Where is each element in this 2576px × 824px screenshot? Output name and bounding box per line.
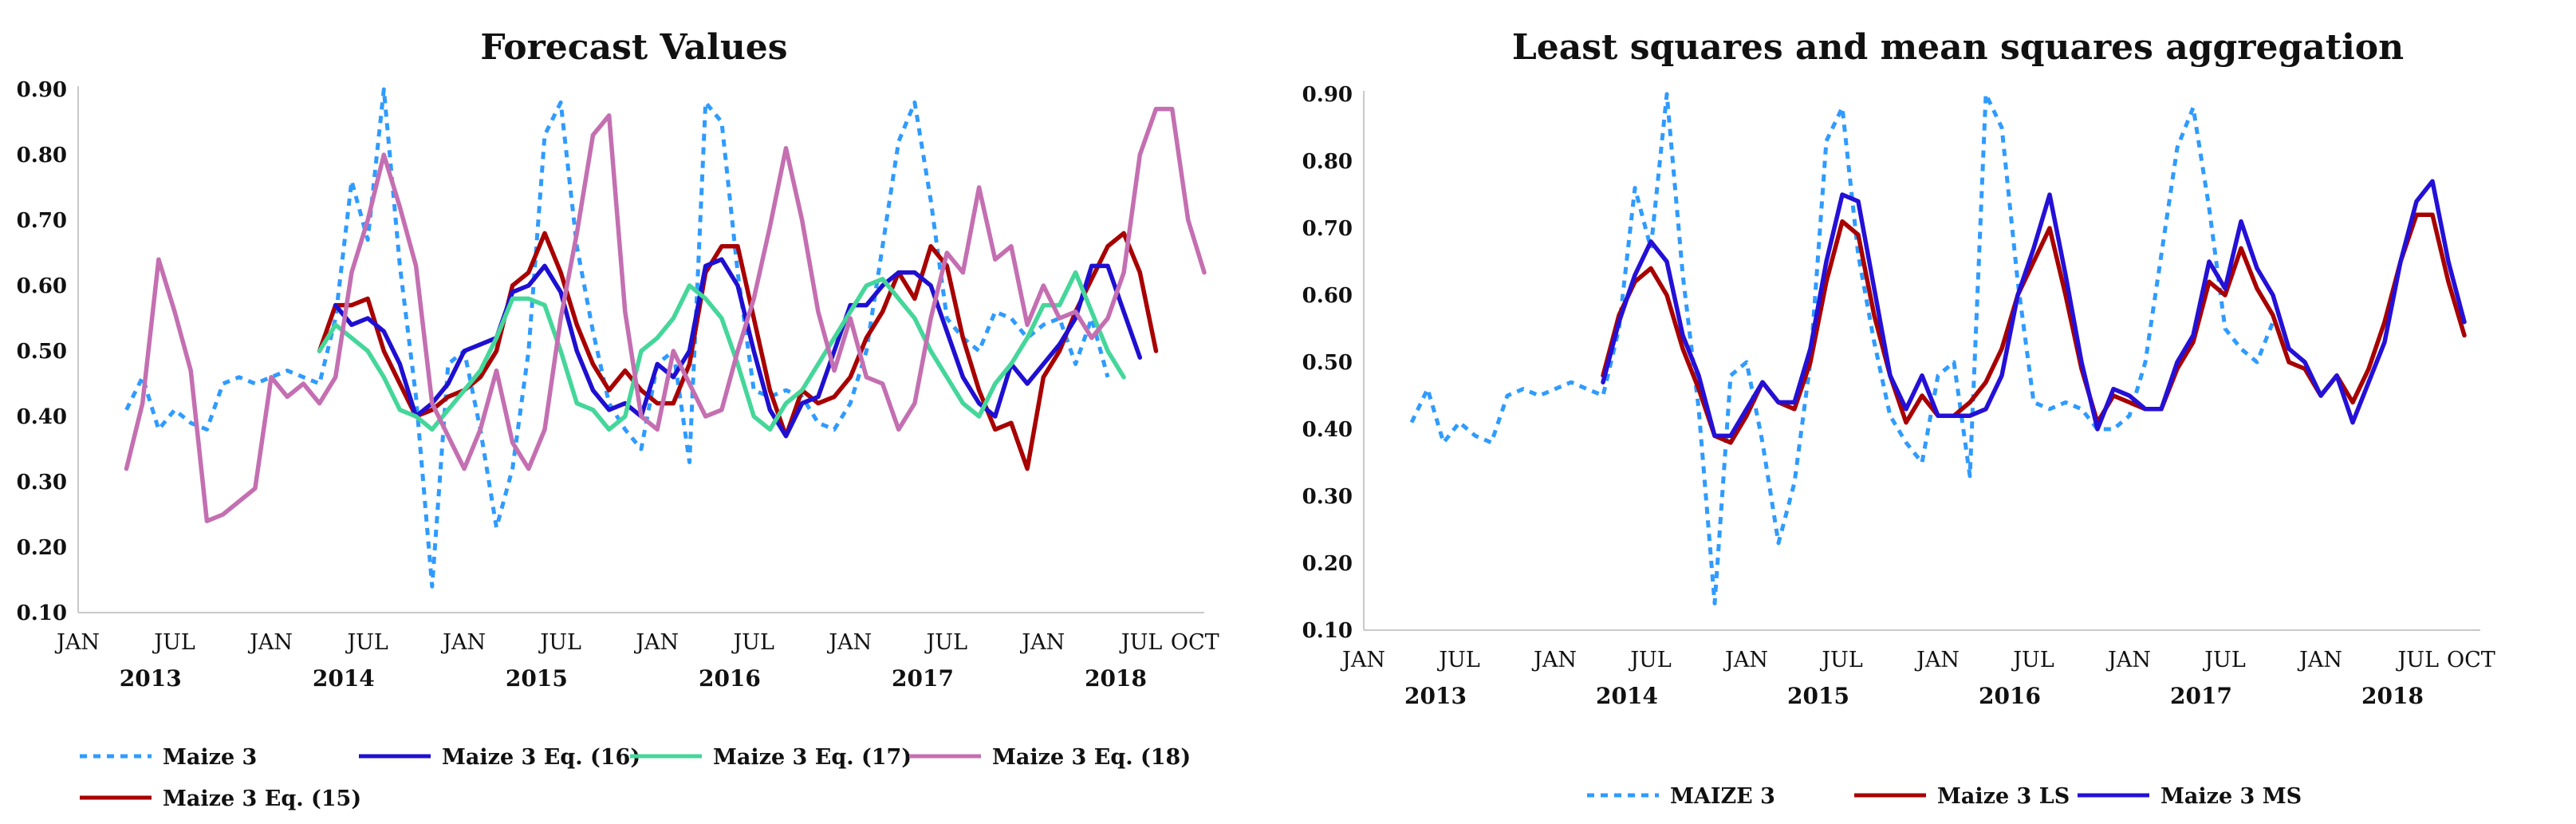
chart0-x-tick-label: JAN [1019, 630, 1065, 655]
legend-label: Maize 3 Eq. (17) [713, 745, 912, 770]
chart1-y-tick-label: 0.20 [1302, 552, 1353, 576]
chart1-y-tick-label: 0.80 [1302, 150, 1353, 174]
chart0-series-maize-3 [124, 87, 1110, 589]
chart1-y-tick-label: 0.70 [1302, 217, 1353, 241]
chart0-y-tick-label: 0.30 [17, 471, 67, 495]
chart1-x-tick-label: JUL [2202, 648, 2246, 672]
chart0-x-tick-label: JUL [538, 630, 581, 655]
chart1-series-maize-3-ms [1601, 179, 2467, 439]
chart0-x-tick-label: JUL [731, 630, 774, 655]
chart0-y-tick-label: 0.20 [17, 536, 67, 560]
legend-label: MAIZE 3 [1670, 784, 1775, 809]
chart1-y-tick-label: 0.30 [1302, 485, 1353, 509]
chart0-x-tick-label: OCT [1171, 630, 1219, 655]
chart1-x-tick-label: JUL [2395, 648, 2439, 672]
chart0-year-label: 2016 [699, 665, 761, 692]
legend-label: Maize 3 [163, 745, 257, 770]
chart0-y-tick-label: 0.80 [17, 144, 67, 168]
chart1-x-tick-label: JAN [1723, 648, 1768, 672]
chart1-x-tick-label: JAN [1914, 648, 1960, 672]
chart0-y-tick-label: 0.90 [17, 78, 67, 102]
chart1-year-label: 2017 [2170, 683, 2232, 709]
aggregation-svg: Least squares and mean squares aggregati… [1302, 27, 2495, 809]
legend-label: Maize 3 MS [2160, 784, 2302, 809]
chart1-x-tick-label: JUL [1628, 648, 1672, 672]
chart0-series-maize-3-eq-15 [317, 231, 1159, 471]
chart0-series-maize-3-eq-16 [333, 257, 1143, 439]
chart1-x-tick-label: JAN [2297, 648, 2342, 672]
chart1-year-label: 2018 [2361, 683, 2424, 709]
chart0-legend-item-maize-3-eq-16: Maize 3 Eq. (16) [359, 745, 640, 770]
chart0-x-tick-label: JAN [247, 630, 293, 655]
legend-label: Maize 3 Eq. (16) [442, 745, 640, 770]
chart1-x-tick-label: JAN [2105, 648, 2151, 672]
chart1-series-maize-3 [1409, 92, 2275, 605]
chart1-year-label: 2015 [1787, 683, 1849, 709]
legend-label: Maize 3 Eq. (15) [163, 787, 361, 811]
chart0-x-tick-label: JUL [924, 630, 967, 655]
chart0-series-maize-3-eq-18 [124, 106, 1207, 523]
chart1-x-tick-label: JUL [2011, 648, 2054, 672]
chart0-y-tick-label: 0.70 [17, 209, 67, 233]
chart0-x-tick-label: JAN [826, 630, 872, 655]
chart1-title: Least squares and mean squares aggregati… [1512, 27, 2404, 68]
chart0-year-label: 2015 [506, 665, 568, 692]
chart0-title: Forecast Values [480, 27, 787, 68]
chart1-y-tick-label: 0.10 [1302, 619, 1353, 643]
chart1-legend-item-maize-3: MAIZE 3 [1587, 784, 1775, 809]
chart0-y-tick-label: 0.60 [17, 274, 67, 298]
aggregation-chart: Least squares and mean squares aggregati… [1288, 0, 2576, 824]
chart0-x-tick-label: JAN [440, 630, 486, 655]
chart1-year-label: 2013 [1404, 683, 1467, 709]
legend-label: Maize 3 Eq. (18) [992, 745, 1191, 770]
chart0-legend-item-maize-3: Maize 3 [80, 745, 257, 770]
chart1-legend-item-maize-3-ms: Maize 3 MS [2078, 784, 2302, 809]
chart1-x-tick-label: JAN [1531, 648, 1577, 672]
chart0-x-tick-label: JAN [54, 630, 100, 655]
chart1-y-tick-label: 0.90 [1302, 83, 1353, 107]
forecast-values-chart: Forecast Values 0.10 0.20 0.30 0.40 0.50 0.60 0… [0, 0, 1276, 824]
chart0-x-tick-label: JUL [152, 630, 195, 655]
chart0-year-label: 2017 [892, 665, 954, 692]
chart1-year-label: 2016 [1979, 683, 2041, 709]
chart1-legend-item-maize-3-ls: Maize 3 LS [1854, 784, 2070, 809]
chart1-year-label: 2014 [1596, 683, 1658, 709]
chart0-x-tick-label: JUL [345, 630, 388, 655]
chart0-year-label: 2013 [120, 665, 182, 692]
chart0-legend-item-maize-3-eq-15: Maize 3 Eq. (15) [80, 787, 361, 811]
legend-label: Maize 3 LS [1937, 784, 2070, 809]
chart0-x-tick-label: JAN [633, 630, 679, 655]
chart0-series-maize-3-eq-17 [317, 270, 1126, 432]
chart0-y-tick-label: 0.10 [17, 601, 67, 625]
chart0-x-tick-label: JUL [1119, 630, 1163, 655]
chart1-y-tick-label: 0.50 [1302, 351, 1353, 375]
chart1-y-tick-label: 0.40 [1302, 418, 1353, 442]
chart0-y-tick-label: 0.40 [17, 405, 67, 429]
chart1-x-tick-label: JAN [1340, 648, 1385, 672]
chart0-y-tick-label: 0.50 [17, 340, 67, 364]
chart1-x-tick-label: JUL [1819, 648, 1863, 672]
chart0-year-label: 2018 [1085, 665, 1147, 692]
chart1-x-tick-label: JUL [1436, 648, 1480, 672]
chart0-legend-item-maize-3-eq-17: Maize 3 Eq. (17) [630, 745, 912, 770]
chart1-x-tick-label: OCT [2447, 648, 2495, 672]
forecast-values-svg: Forecast Values 0.10 0.20 0.30 0.40 0.50 0.60 0… [17, 27, 1219, 811]
chart1-y-tick-label: 0.60 [1302, 284, 1353, 308]
chart0-year-label: 2014 [313, 665, 375, 692]
chart0-legend-item-maize-3-eq-18: Maize 3 Eq. (18) [909, 745, 1191, 770]
